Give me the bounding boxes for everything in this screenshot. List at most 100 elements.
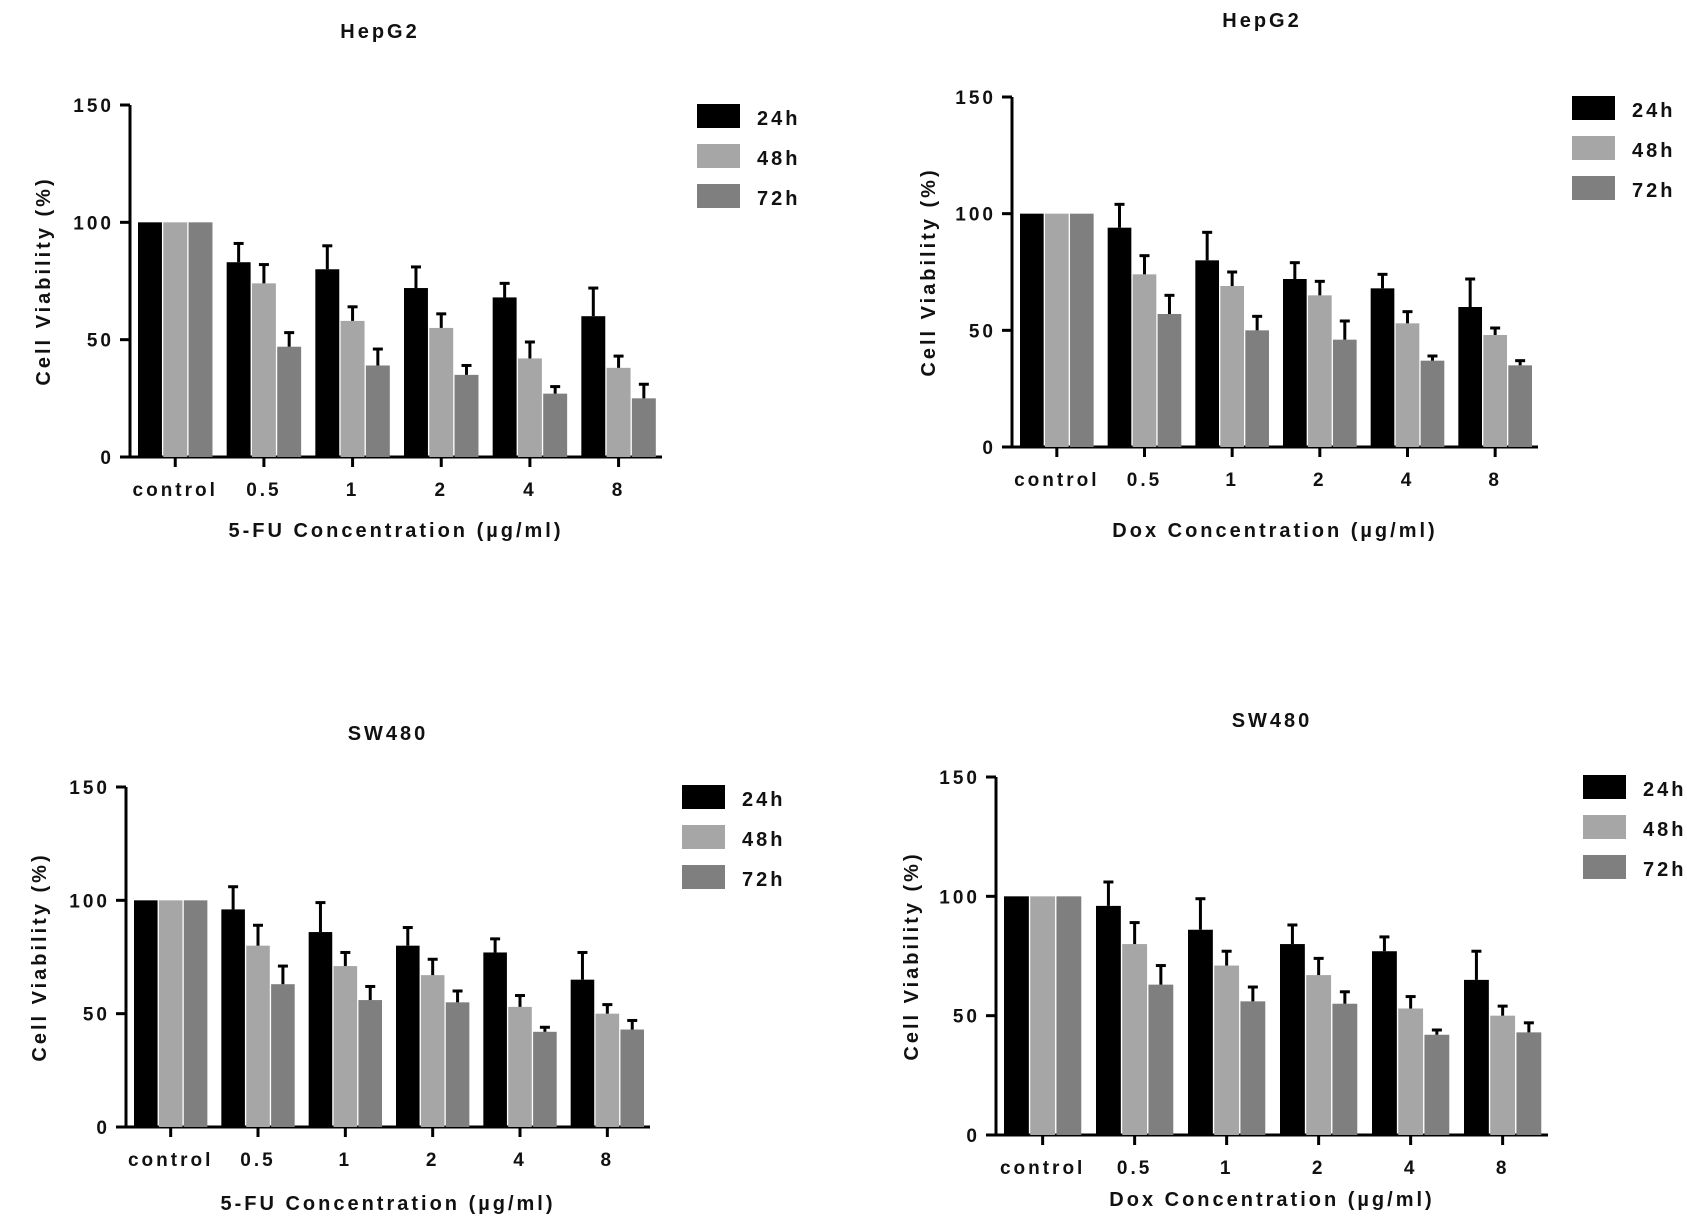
x-tick-label: 0.5 [1117,1158,1152,1179]
bar-48h-8 [1490,1015,1516,1135]
bar-24h-0.5 [226,262,251,457]
x-tick-label: control [1014,470,1099,491]
x-tick-label: control [128,1150,213,1171]
legend-label-72h: 72h [757,188,800,210]
x-tick-label: 1 [339,1150,353,1171]
bar-24h-1 [1195,260,1220,447]
legend-label-48h: 48h [1643,819,1686,841]
bar-72h-control [1069,213,1094,447]
y-tick-label: 150 [955,88,996,109]
bar-72h-4 [1424,1034,1450,1135]
bar-24h-0.5 [221,909,245,1127]
bar-24h-control [1020,213,1044,447]
legend-label-24h: 24h [742,789,785,811]
bar-24h-control [1004,896,1029,1135]
x-tick-label: control [133,480,218,501]
bar-24h-8 [581,316,606,457]
legend-swatch-48h [682,825,725,849]
bar-24h-2 [396,945,420,1127]
y-axis-label: Cell Viability (%) [29,852,51,1061]
bar-24h-control [134,900,158,1127]
x-tick-label: 0.5 [240,1150,275,1171]
x-tick-label: 2 [1312,1158,1326,1179]
y-tick-label: 50 [87,331,114,352]
bar-24h-8 [1464,979,1489,1135]
x-tick-label: 2 [434,480,448,501]
bar-24h-4 [483,952,507,1127]
bar-72h-control [183,900,208,1127]
bar-24h-4 [1370,288,1395,447]
legend-label-48h: 48h [742,829,785,851]
legend-label-48h: 48h [1632,140,1675,162]
y-tick-label: 50 [953,1007,980,1028]
bar-48h-2 [1307,295,1332,447]
x-tick-label: 1 [1225,470,1239,491]
x-tick-label: 8 [1496,1158,1510,1179]
bar-24h-0.5 [1107,227,1132,447]
legend-label-72h: 72h [1643,859,1686,881]
x-tick-label: 4 [1404,1158,1418,1179]
bar-72h-control [1056,896,1082,1135]
legend-swatch-48h [1572,136,1615,160]
x-tick-label: 2 [426,1150,440,1171]
bar-72h-2 [454,374,479,457]
bar-48h-8 [1483,335,1507,447]
bar-72h-0.5 [1157,314,1182,447]
bar-48h-0.5 [251,283,276,457]
y-axis-label: Cell Viability (%) [901,851,923,1060]
bar-48h-8 [606,367,631,457]
chart-panel-4: SW480 0 50 100 150 control 0.5 1 2 4 8 Dox Concentr… [901,710,1686,1211]
bar-72h-0.5 [277,346,302,457]
legend-swatch-48h [697,144,740,168]
y-tick-label: 100 [69,891,110,912]
bar-48h-1 [1220,286,1244,447]
legend-swatch-72h [1583,855,1626,879]
bar-48h-2 [429,327,454,457]
legend-label-24h: 24h [1632,100,1675,122]
bar-72h-1 [358,1000,383,1127]
chart-title: HepG2 [340,21,419,43]
y-tick-label: 150 [69,778,110,799]
bar-24h-control [138,222,162,457]
bar-72h-8 [620,1029,645,1127]
legend-swatch-24h [1572,96,1615,120]
legend-swatch-24h [1583,775,1626,799]
x-tick-label: 4 [1401,470,1415,491]
bar-72h-8 [1516,1032,1542,1135]
legend-swatch-24h [697,104,740,128]
legend-label-48h: 48h [757,148,800,170]
x-tick-label: 0.5 [246,480,281,501]
bar-24h-0.5 [1096,905,1121,1135]
y-axis-label: Cell Viability (%) [918,167,940,376]
x-tick-label: 2 [1313,470,1327,491]
bar-72h-2 [1332,1003,1358,1135]
x-tick-label: 1 [346,480,360,501]
x-tick-label: 1 [1220,1158,1234,1179]
chart-title: SW480 [348,723,429,745]
y-tick-label: 50 [83,1005,110,1026]
bar-48h-control [158,900,183,1127]
bar-24h-2 [1280,944,1305,1135]
bar-48h-4 [1395,323,1420,447]
x-axis-label: Dox Concentration (µg/ml) [1109,1189,1434,1211]
bar-72h-0.5 [271,984,295,1127]
bar-48h-0.5 [246,945,270,1127]
bar-48h-1 [333,966,358,1127]
bar-48h-2 [1306,975,1332,1135]
bar-72h-1 [365,365,390,457]
x-axis-label: 5-FU Concentration (µg/ml) [220,1193,555,1215]
chart-title: HepG2 [1222,10,1301,32]
bar-48h-8 [595,1013,620,1127]
x-tick-label: 8 [601,1150,615,1171]
x-tick-label: control [1000,1158,1085,1179]
bar-72h-1 [1245,330,1269,447]
x-axis-label: 5-FU Concentration (µg/ml) [228,520,563,542]
bar-24h-1 [308,932,333,1127]
y-tick-label: 100 [939,887,980,908]
bar-72h-2 [445,1002,470,1127]
bar-24h-8 [1458,307,1483,447]
y-tick-label: 50 [969,321,996,342]
chart-panel-3: SW480 0 50 100 150 control 0.5 1 2 4 8 5-FU Concent… [29,723,785,1215]
legend-swatch-24h [682,785,725,809]
